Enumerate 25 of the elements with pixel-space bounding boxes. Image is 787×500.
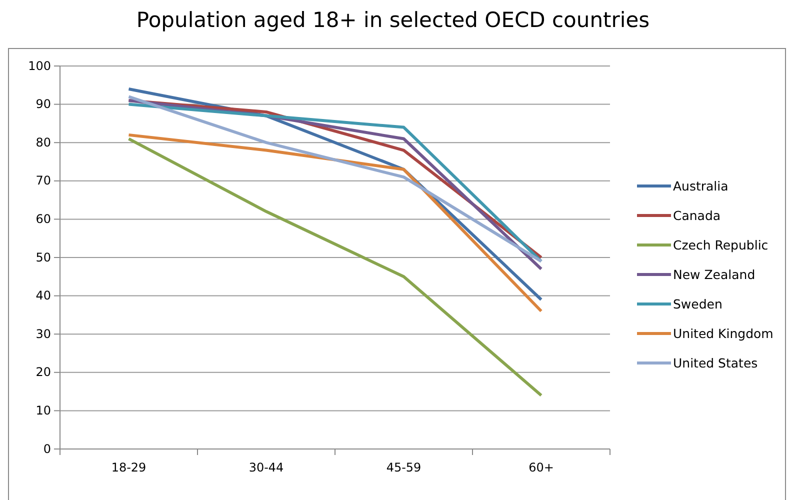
line-series <box>127 137 543 397</box>
legend-label: Canada <box>673 208 721 223</box>
y-tick-label: 0 <box>43 442 51 456</box>
legend-label: Australia <box>673 178 728 194</box>
y-tick-label: 20 <box>36 365 51 380</box>
legend-label: Sweden <box>673 296 722 312</box>
y-tick-label: 90 <box>36 97 51 112</box>
chart-title: Population aged 18+ in selected OECD countries <box>136 8 650 32</box>
legend-label: Czech Republic <box>673 238 768 252</box>
y-tick-label: 50 <box>36 250 51 264</box>
x-tick-label: 18-29 <box>111 460 146 475</box>
x-tick-label: 30-44 <box>248 460 284 475</box>
y-tick-label: 10 <box>36 404 51 418</box>
y-tick-label: 40 <box>36 288 51 303</box>
y-tick-label: 60 <box>36 212 51 226</box>
y-tick-label: 100 <box>28 58 51 73</box>
legend-label: United Kingdom <box>673 326 774 341</box>
y-tick-label: 30 <box>36 326 51 341</box>
x-tick-label: 60+ <box>528 460 554 475</box>
legend-label: New Zealand <box>673 267 756 282</box>
x-tick-label: 45-59 <box>386 460 422 475</box>
legend-label: United States <box>673 356 758 370</box>
y-tick-label: 70 <box>36 174 51 188</box>
y-tick-label: 80 <box>36 135 51 150</box>
line-series <box>127 133 543 313</box>
